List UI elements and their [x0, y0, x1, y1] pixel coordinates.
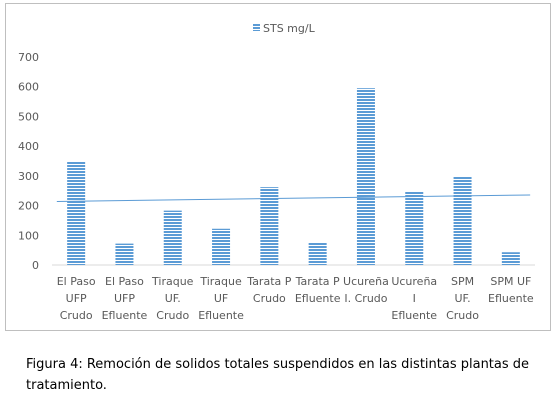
x-tick-label-line: Efluente — [488, 292, 534, 305]
x-tick-label-line: Tarata P — [295, 275, 340, 288]
x-tick-label-line: Crudo — [60, 309, 93, 322]
bar — [405, 191, 424, 265]
x-tick-label-line: Ucureña — [391, 275, 437, 288]
figure-caption: Figura 4: Remoción de solidos totales su… — [26, 357, 530, 393]
x-tick-label-line: UF. — [454, 292, 470, 305]
x-tick-label-line: Tarata P — [246, 275, 291, 288]
x-tick-label: Tiraque UF. Crudo — [151, 275, 194, 322]
y-tick-label: 500 — [18, 110, 39, 123]
y-axis: 0 100 200 300 400 500 600 700 — [18, 51, 39, 272]
bar — [115, 243, 134, 265]
y-tick-label: 0 — [32, 259, 39, 272]
x-tick-label-line: UFP — [66, 292, 87, 305]
x-tick-label: SPM UF. Crudo — [446, 275, 479, 322]
x-tick-label-line: SPM — [451, 275, 474, 288]
bar — [308, 242, 327, 265]
x-tick-label: SPM UF Efluente — [488, 275, 534, 305]
x-tick-label-line: Efluente — [198, 309, 244, 322]
x-tick-label-line: El Paso — [105, 275, 144, 288]
x-tick-label: Tarata P Efluente — [295, 275, 341, 305]
y-tick-label: 700 — [18, 51, 39, 64]
legend: STS mg/L — [253, 22, 316, 35]
x-tick-label-line: UFP — [114, 292, 135, 305]
bar — [67, 161, 86, 265]
y-tick-label: 100 — [18, 229, 39, 242]
bar-chart: STS mg/L 0 100 200 300 400 500 600 700 El Paso U… — [18, 22, 535, 322]
bar — [260, 187, 279, 265]
x-tick-label-line: Ucureña — [343, 275, 389, 288]
y-tick-label: 200 — [18, 200, 39, 213]
x-tick-label-line: Tiraque — [199, 275, 242, 288]
x-tick-label: Ucureña I Efluente — [391, 275, 437, 322]
x-tick-label: Tiraque UF Efluente — [198, 275, 244, 322]
y-tick-label: 600 — [18, 81, 39, 94]
x-tick-label: Tarata P Crudo — [246, 275, 291, 305]
x-tick-label-line: Efluente — [391, 309, 437, 322]
bar — [356, 88, 375, 265]
chart-frame — [5, 3, 551, 331]
legend-label: STS mg/L — [263, 22, 316, 35]
x-tick-label-line: El Paso — [57, 275, 96, 288]
bars — [67, 88, 520, 265]
y-tick-label: 300 — [18, 170, 39, 183]
x-tick-label-line: Efluente — [295, 292, 341, 305]
x-tick-label-line: I — [413, 292, 416, 305]
x-tick-label-line: Crudo — [446, 309, 479, 322]
bar — [212, 228, 231, 265]
x-tick-label: El Paso UFP Efluente — [102, 275, 148, 322]
x-tick-label-line: Efluente — [102, 309, 148, 322]
legend-swatch — [253, 24, 260, 31]
y-tick-label: 400 — [18, 140, 39, 153]
x-tick-label-line: I. Crudo — [344, 292, 387, 305]
x-tick-label: Ucureña I. Crudo — [343, 275, 389, 305]
x-tick-label-line: Crudo — [156, 309, 189, 322]
bar — [501, 252, 520, 265]
x-tick-label-line: Crudo — [253, 292, 286, 305]
bar — [163, 210, 182, 265]
x-tick-label-line: SPM UF — [490, 275, 531, 288]
x-tick-label: El Paso UFP Crudo — [57, 275, 96, 322]
x-tick-label-line: UF — [214, 292, 228, 305]
x-tick-label-line: UF. — [165, 292, 181, 305]
bar — [453, 176, 472, 265]
trendline — [56, 194, 531, 203]
x-tick-label-line: Tiraque — [151, 275, 194, 288]
